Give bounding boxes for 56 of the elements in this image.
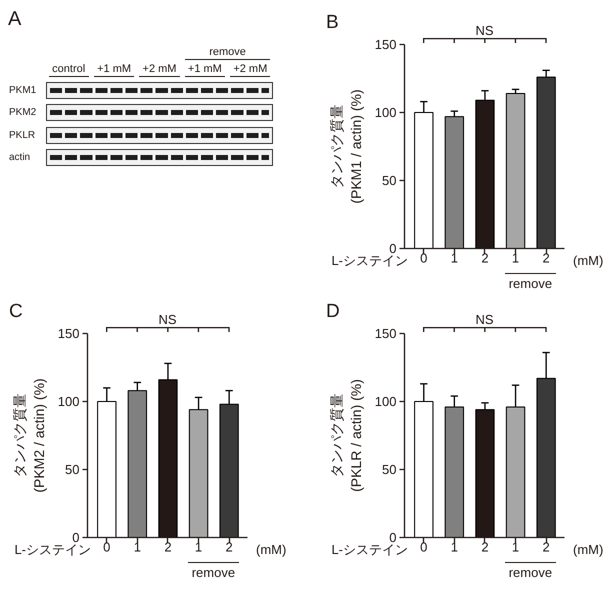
chart-title: B: [326, 12, 339, 33]
y-tick-label: 50: [382, 462, 397, 477]
y-tick-label: 50: [65, 462, 80, 477]
category-label: PKM2: [9, 107, 36, 118]
text: (mM): [256, 542, 286, 558]
y-tick-label: 50: [382, 173, 397, 188]
text: remove: [505, 273, 556, 291]
text: remove: [188, 562, 239, 580]
text: NS: [475, 23, 494, 38]
y-tick-label: 100: [58, 394, 80, 409]
category-label: +1 mM: [94, 63, 134, 77]
category-label: control: [48, 63, 89, 77]
y-tick-label: 100: [374, 105, 397, 120]
text: (mM): [573, 542, 604, 558]
text: A: [8, 8, 22, 30]
text: NS: [475, 312, 494, 327]
x-axis-title: L-システイン: [331, 253, 408, 269]
y-tick-label: 0: [389, 241, 397, 256]
x-tick-label: 0: [420, 540, 428, 554]
x-tick-label: 0: [103, 540, 110, 554]
y-tick-label: 0: [72, 530, 80, 545]
x-tick-label: 2: [481, 250, 489, 266]
x-tick-label: 1: [450, 540, 458, 554]
category-label: PKLR: [9, 130, 36, 141]
y-tick-label: 150: [374, 326, 397, 341]
chart-title: C: [9, 301, 23, 322]
x-tick-label: 2: [226, 540, 233, 554]
x-tick-label: 1: [134, 540, 141, 554]
y-tick-label: 150: [58, 326, 80, 341]
category-label: actin: [9, 152, 30, 163]
text: remove: [184, 46, 270, 60]
y-tick-label: 0: [389, 530, 397, 545]
y-tick-label: 150: [374, 37, 397, 52]
y-tick-label: 100: [374, 394, 397, 409]
x-axis-title: L-システイン: [14, 542, 91, 558]
category-label: +2 mM: [139, 63, 180, 77]
category-label: +2 mM: [230, 63, 270, 77]
category-label: +1 mM: [184, 63, 226, 77]
y-axis-title: タンパク質量 (PKLR / actin) (%): [328, 379, 364, 492]
x-tick-label: 1: [194, 540, 202, 554]
chart-title: D: [326, 301, 340, 322]
x-tick-label: 2: [481, 540, 489, 554]
x-axis-title: L-システイン: [331, 542, 408, 558]
x-tick-label: 1: [512, 250, 520, 266]
text: NS: [158, 312, 177, 327]
x-tick-label: 0: [420, 250, 428, 266]
x-tick-label: 1: [512, 540, 520, 554]
x-tick-label: 1: [450, 250, 458, 266]
text: (mM): [573, 253, 604, 269]
x-tick-label: 2: [164, 540, 172, 554]
y-axis-title: タンパク質量 (PKM1 / actin) (%): [328, 89, 364, 204]
text: remove: [505, 562, 556, 580]
y-axis-title: タンパク質量 (PKM2 / actin) (%): [12, 378, 47, 493]
category-label: PKM1: [9, 85, 36, 96]
x-tick-label: 2: [542, 250, 550, 266]
x-tick-label: 2: [542, 540, 550, 554]
